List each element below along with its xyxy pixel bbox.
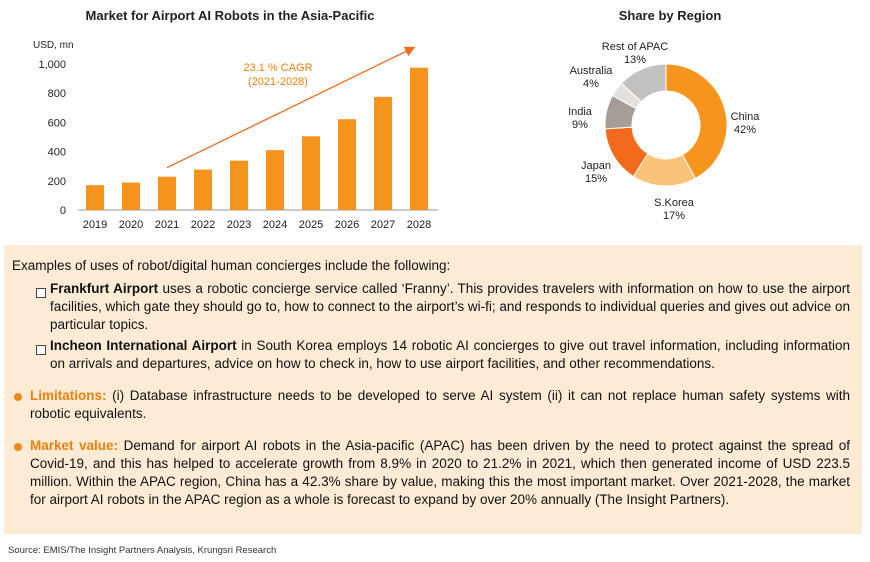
x-tick-label: 2024 bbox=[263, 219, 287, 231]
market-value-text: Demand for airport AI robots in the Asia… bbox=[30, 438, 850, 507]
limitations-label: Limitations: bbox=[30, 388, 107, 403]
bar-2020 bbox=[122, 182, 140, 210]
bar-2022 bbox=[194, 169, 212, 210]
bullet-dot bbox=[14, 443, 22, 451]
slice-label: S.Korea bbox=[654, 197, 695, 209]
bar-2021 bbox=[158, 176, 176, 210]
x-tick-label: 2028 bbox=[407, 219, 431, 231]
cagr-annotation: 23.1 % CAGR bbox=[243, 62, 312, 74]
x-tick-label: 2027 bbox=[371, 219, 395, 231]
y-tick-label: 400 bbox=[48, 147, 66, 159]
bullet-square bbox=[36, 345, 46, 355]
slice-label: Rest of APAC bbox=[602, 41, 668, 53]
slice-percent: 4% bbox=[583, 78, 599, 90]
y-tick-label: 200 bbox=[48, 176, 66, 188]
limitations-paragraph: Limitations: (i) Database infrastructure… bbox=[30, 387, 850, 423]
y-tick-label: 600 bbox=[48, 117, 66, 129]
source-note: Source: EMIS/The Insight Partners Analys… bbox=[8, 545, 277, 556]
x-tick-label: 2022 bbox=[191, 219, 215, 231]
slice-percent: 9% bbox=[572, 119, 588, 131]
bar-2019 bbox=[86, 185, 104, 210]
x-tick-label: 2025 bbox=[299, 219, 323, 231]
bullet-square bbox=[36, 288, 46, 298]
bar-chart-title: Market for Airport AI Robots in the Asia… bbox=[85, 8, 375, 23]
bullet-dot bbox=[14, 393, 22, 401]
bar-2026 bbox=[338, 119, 356, 210]
incheon-heading: Incheon International Airport bbox=[50, 338, 237, 353]
x-tick-label: 2019 bbox=[83, 219, 107, 231]
limitations-text: (i) Database infrastructure needs to be … bbox=[30, 388, 850, 421]
slice-label: Japan bbox=[581, 160, 611, 172]
slice-label: China bbox=[731, 111, 761, 123]
intro-text: Examples of uses of robot/digital human … bbox=[12, 258, 451, 273]
slice-percent: 17% bbox=[663, 210, 685, 222]
x-tick-label: 2023 bbox=[227, 219, 251, 231]
y-tick-label: 800 bbox=[48, 88, 66, 100]
frankfurt-text: uses a robotic concierge service called … bbox=[50, 281, 851, 332]
donut-slice-china bbox=[665, 63, 728, 180]
cagr-arrow bbox=[166, 46, 416, 169]
bar-2028 bbox=[410, 67, 428, 211]
bar-2023 bbox=[230, 160, 248, 210]
slice-percent: 13% bbox=[624, 54, 646, 66]
slice-percent: 42% bbox=[734, 124, 756, 136]
bar-chart: USD, mn 0 200 400 600 800 1,000 2019 2020 2021 202… bbox=[33, 40, 438, 231]
slice-percent: 15% bbox=[585, 173, 607, 185]
incheon-paragraph: Incheon International Airport in South K… bbox=[50, 337, 850, 373]
x-tick-label: 2021 bbox=[155, 219, 179, 231]
bar-2024 bbox=[266, 150, 284, 210]
incheon-text: in South Korea employs 14 robotic AI con… bbox=[50, 338, 851, 371]
market-paragraph: Market value: Demand for airport AI robo… bbox=[30, 437, 850, 509]
slice-label: India bbox=[568, 106, 593, 118]
slice-label: Australia bbox=[570, 65, 614, 77]
frankfurt-paragraph: Frankfurt Airport uses a robotic concier… bbox=[50, 280, 850, 334]
x-tick-label: 2026 bbox=[335, 219, 359, 231]
cagr-period-annotation: (2021-2028) bbox=[248, 76, 308, 88]
market-value-label: Market value: bbox=[30, 438, 119, 453]
frankfurt-heading: Frankfurt Airport bbox=[50, 281, 159, 296]
y-axis-label: USD, mn bbox=[33, 40, 74, 51]
y-tick-label: 0 bbox=[60, 205, 66, 217]
pie-chart-title: Share by Region bbox=[618, 8, 722, 23]
y-tick-label: 1,000 bbox=[38, 59, 66, 71]
bar-2025 bbox=[302, 136, 320, 210]
bar-2027 bbox=[374, 96, 392, 210]
x-tick-label: 2020 bbox=[119, 219, 143, 231]
donut-slice-rest-of-apac bbox=[620, 63, 667, 103]
info-panel bbox=[4, 245, 862, 534]
